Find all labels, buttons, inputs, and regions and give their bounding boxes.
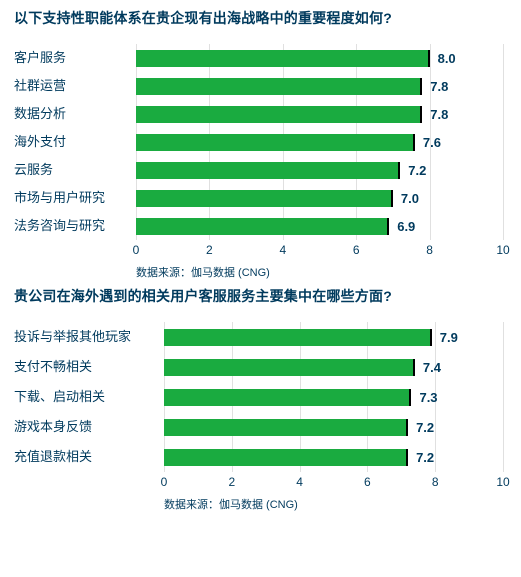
bar-row: 8.0 [136, 44, 503, 72]
bar-row: 7.2 [164, 412, 503, 442]
x-tick-label: 2 [228, 475, 235, 489]
chart-title: 贵公司在海外遇到的相关用户客服服务主要集中在哪些方面? [14, 286, 503, 306]
x-tick-label: 4 [279, 243, 286, 257]
bar [136, 218, 389, 235]
bar [164, 329, 432, 346]
bar-value-label: 7.2 [416, 450, 434, 465]
grid-line [503, 322, 504, 472]
bar-value-label: 7.3 [419, 390, 437, 405]
x-axis-row: 0246810 [14, 472, 503, 494]
bars-container: 7.9 7.4 7.3 7.2 7.2 [164, 322, 503, 472]
plot-area: 7.9 7.4 7.3 7.2 7.2 [164, 322, 503, 472]
x-axis-row: 0246810 [14, 240, 503, 262]
bar-row: 7.6 [136, 128, 503, 156]
bar [164, 419, 408, 436]
bar [136, 134, 415, 151]
category-label: 投诉与举报其他玩家 [14, 322, 164, 352]
bar-value-label: 7.2 [416, 420, 434, 435]
category-label: 海外支付 [14, 128, 136, 156]
bar [164, 389, 411, 406]
bar-value-label: 7.6 [423, 135, 441, 150]
grid-line [503, 44, 504, 240]
bar [136, 78, 422, 95]
bar-row: 7.9 [164, 322, 503, 352]
category-label: 法务咨询与研究 [14, 212, 136, 240]
x-tick-label: 10 [496, 243, 509, 257]
bar-row: 7.2 [164, 442, 503, 472]
x-tick-label: 2 [206, 243, 213, 257]
category-label: 游戏本身反馈 [14, 412, 164, 442]
bar-row: 7.4 [164, 352, 503, 382]
x-tick-label: 0 [133, 243, 140, 257]
chart-block-0: 以下支持性职能体系在贵企现有出海战略中的重要程度如何? 客户服务社群运营数据分析海… [14, 8, 503, 280]
bar-value-label: 7.0 [401, 191, 419, 206]
bar-row: 7.8 [136, 100, 503, 128]
x-tick-label: 0 [161, 475, 168, 489]
bar [136, 162, 400, 179]
category-label: 云服务 [14, 156, 136, 184]
bar-row: 7.8 [136, 72, 503, 100]
chart-title: 以下支持性职能体系在贵企现有出海战略中的重要程度如何? [14, 8, 503, 28]
x-tick-label: 8 [432, 475, 439, 489]
chart-block-1: 贵公司在海外遇到的相关用户客服服务主要集中在哪些方面? 投诉与举报其他玩家支付不畅… [14, 286, 503, 512]
bar [136, 106, 422, 123]
plot-area: 8.0 7.8 7.8 7.6 7.2 7.0 6.9 [136, 44, 503, 240]
bar [164, 449, 408, 466]
bar-value-label: 7.4 [423, 360, 441, 375]
chart-area: 投诉与举报其他玩家支付不畅相关下载、启动相关游戏本身反馈充值退款相关 7.9 7.4… [14, 322, 503, 472]
x-tick-label: 6 [364, 475, 371, 489]
bar-row: 7.3 [164, 382, 503, 412]
x-tick-label: 4 [296, 475, 303, 489]
chart-area: 客户服务社群运营数据分析海外支付云服务市场与用户研究法务咨询与研究 8.0 7.8 7… [14, 44, 503, 240]
bar-value-label: 7.9 [440, 330, 458, 345]
x-axis: 0246810 [164, 472, 503, 494]
x-tick-label: 6 [353, 243, 360, 257]
bar-row: 7.2 [136, 156, 503, 184]
data-source: 数据来源：伽马数据 (CNG) [164, 496, 503, 512]
x-tick-label: 10 [496, 475, 509, 489]
bar-value-label: 6.9 [397, 219, 415, 234]
category-label: 市场与用户研究 [14, 184, 136, 212]
bar-row: 7.0 [136, 184, 503, 212]
category-label: 下载、启动相关 [14, 382, 164, 412]
category-labels: 投诉与举报其他玩家支付不畅相关下载、启动相关游戏本身反馈充值退款相关 [14, 322, 164, 472]
category-label: 支付不畅相关 [14, 352, 164, 382]
data-source: 数据来源：伽马数据 (CNG) [136, 264, 503, 280]
category-label: 客户服务 [14, 44, 136, 72]
category-label: 充值退款相关 [14, 442, 164, 472]
bar-value-label: 7.8 [430, 107, 448, 122]
category-labels: 客户服务社群运营数据分析海外支付云服务市场与用户研究法务咨询与研究 [14, 44, 136, 240]
x-axis: 0246810 [136, 240, 503, 262]
bar-value-label: 7.8 [430, 79, 448, 94]
bars-container: 8.0 7.8 7.8 7.6 7.2 7.0 6.9 [136, 44, 503, 240]
x-tick-label: 8 [426, 243, 433, 257]
bar [164, 359, 415, 376]
bar-value-label: 7.2 [408, 163, 426, 178]
category-label: 社群运营 [14, 72, 136, 100]
bar [136, 50, 430, 67]
bar-row: 6.9 [136, 212, 503, 240]
bar-value-label: 8.0 [438, 51, 456, 66]
category-label: 数据分析 [14, 100, 136, 128]
bar [136, 190, 393, 207]
